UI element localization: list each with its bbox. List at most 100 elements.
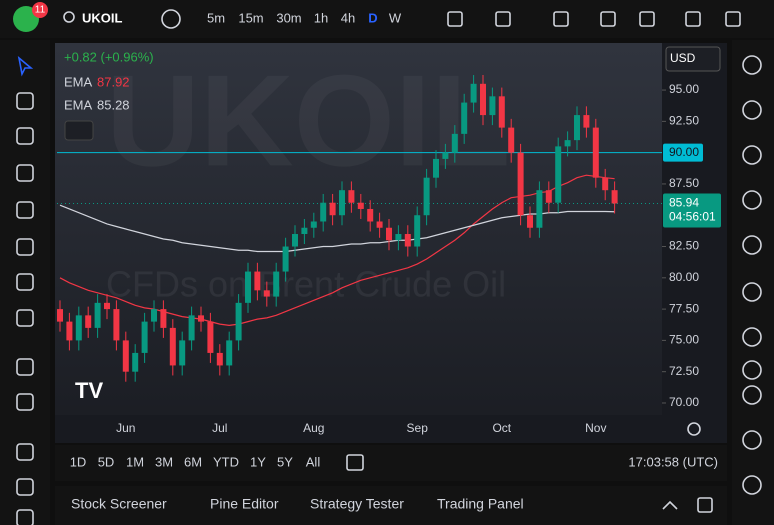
range-button[interactable]: 3M [155,454,173,469]
maximize-panel[interactable] [697,497,713,513]
candle-body [480,83,486,116]
side-icon[interactable] [742,475,762,495]
tab[interactable]: Strategy Tester [310,496,404,512]
candle-body [592,127,599,178]
collapse-legend[interactable] [64,120,94,141]
add-symbol[interactable] [161,9,181,29]
side-icon[interactable] [742,327,762,347]
tool-icon[interactable] [16,478,34,496]
countdown: 04:56:01 [669,210,716,224]
candle-body [489,96,496,116]
side-icon[interactable] [742,235,762,255]
clock: 17:03:58 (UTC) [628,454,718,469]
candle-body [527,215,533,228]
tab[interactable]: Pine Editor [210,496,279,512]
side-icon[interactable] [742,145,762,165]
toolbar-icon[interactable] [725,11,741,27]
candle-body [498,96,505,128]
bottom-tabs [55,486,727,525]
range-button[interactable]: 6M [184,454,202,469]
tool-icon[interactable] [16,92,34,110]
tool-icon[interactable] [16,201,34,219]
y-tick-label: 95.00 [669,82,699,96]
range-button[interactable]: YTD [213,454,239,469]
candle-body [160,309,167,328]
symbol[interactable]: UKOIL [82,10,123,25]
candle-body [57,309,63,322]
candle-body [94,302,101,328]
interval[interactable]: 30m [276,10,301,25]
tool-icon[interactable] [16,393,34,411]
price-label-bg [663,193,721,228]
currency[interactable]: USD [670,51,696,65]
candle-body [104,302,110,310]
tab[interactable]: Trading Panel [437,496,524,512]
side-icon[interactable] [742,55,762,75]
candle-body [141,321,148,353]
candle-body [179,340,186,366]
candle-body [414,215,421,247]
candle-body [517,152,524,216]
interval[interactable]: 1h [314,10,328,25]
toolbar-icon[interactable] [639,11,655,27]
candle-body [226,340,233,366]
badge-count: 11 [35,5,46,16]
tool-icon[interactable] [16,273,34,291]
side-icon[interactable] [742,190,762,210]
toolbar-icon[interactable] [553,11,569,27]
range-button[interactable]: All [306,454,321,469]
side-icon[interactable] [742,100,762,120]
x-tick-label: Nov [585,421,606,435]
range-button[interactable]: 1M [126,454,144,469]
tool-icon[interactable] [16,127,34,145]
range-button[interactable]: 5D [98,454,115,469]
candle-body [423,177,430,216]
tool-icon[interactable] [16,238,34,256]
side-icon[interactable] [742,360,762,380]
range-button[interactable]: 1Y [250,454,266,469]
toolbar-icon[interactable] [447,11,463,27]
side-icon[interactable] [742,385,762,405]
settings-icon[interactable] [687,422,701,436]
y-tick-label: 92.50 [669,114,699,128]
date-range-icon[interactable] [346,454,364,471]
x-tick-label: Sep [407,421,429,435]
tab[interactable]: Stock Screener [71,496,167,512]
candle-body [461,102,468,134]
x-tick-label: Oct [492,421,511,435]
interval[interactable]: 5m [207,10,225,25]
search-icon[interactable] [63,11,75,23]
y-tick-label: 75.00 [669,333,699,347]
candle-body [188,315,195,341]
collapse-panel[interactable] [662,500,678,510]
side-icon[interactable] [742,282,762,302]
tool-icon[interactable] [17,55,34,77]
currency-select[interactable] [665,46,721,72]
interval[interactable]: W [389,10,402,25]
candle-body [602,177,609,191]
legend-name: EMA [64,74,93,89]
tool-icon[interactable] [16,358,34,376]
range-button[interactable]: 1D [70,454,87,469]
toolbar-icon[interactable] [495,11,511,27]
hline-label-bg [663,143,703,162]
candle-body [433,158,439,178]
tool-icon[interactable] [16,509,34,525]
tool-icon[interactable] [16,443,34,461]
tool-icon[interactable] [16,309,34,327]
range-button[interactable]: 5Y [277,454,293,469]
tool-icon[interactable] [16,164,34,182]
candle-body [348,190,355,203]
candle-body [85,315,92,328]
toolbar-icon[interactable] [685,11,701,27]
interval[interactable]: 15m [238,10,263,25]
side-icon[interactable] [742,430,762,450]
candle-body [395,234,402,241]
interval[interactable]: D [368,10,377,25]
candle-body [320,202,327,222]
x-tick-label: Aug [303,421,324,435]
candle-body [245,271,251,303]
toolbar-icon[interactable] [600,11,616,27]
interval[interactable]: 4h [341,10,355,25]
